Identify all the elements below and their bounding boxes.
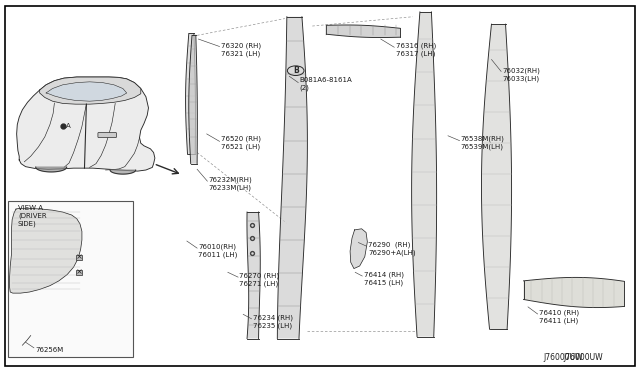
Polygon shape: [350, 229, 367, 269]
Text: 76290  (RH)
76290+A(LH): 76290 (RH) 76290+A(LH): [368, 242, 415, 256]
Bar: [76, 255, 82, 260]
Text: 76410 (RH)
76411 (LH): 76410 (RH) 76411 (LH): [539, 310, 579, 324]
Text: 76538M(RH)
76539M(LH): 76538M(RH) 76539M(LH): [461, 136, 505, 150]
Text: A: A: [66, 124, 70, 129]
Polygon shape: [46, 82, 127, 101]
Polygon shape: [326, 25, 400, 38]
Text: 76316 (RH)
76317 (LH): 76316 (RH) 76317 (LH): [396, 43, 436, 57]
Text: J76000UW: J76000UW: [563, 353, 603, 362]
Polygon shape: [524, 278, 624, 308]
Polygon shape: [40, 77, 141, 104]
Text: J76000UW: J76000UW: [543, 353, 583, 362]
Bar: [76, 270, 82, 275]
Text: 76234 (RH)
76235 (LH): 76234 (RH) 76235 (LH): [253, 315, 293, 329]
Polygon shape: [10, 208, 82, 293]
Text: 76010(RH)
76011 (LH): 76010(RH) 76011 (LH): [198, 244, 238, 258]
FancyBboxPatch shape: [98, 132, 116, 138]
Polygon shape: [110, 170, 136, 174]
Text: 76414 (RH)
76415 (LH): 76414 (RH) 76415 (LH): [364, 272, 404, 286]
Text: VIEW A
(DRIVER
SIDE): VIEW A (DRIVER SIDE): [18, 205, 47, 227]
Text: B081A6-8161A
(2): B081A6-8161A (2): [300, 77, 352, 91]
Polygon shape: [247, 212, 260, 339]
Polygon shape: [412, 12, 436, 337]
Text: 76256M: 76256M: [35, 347, 63, 353]
Text: 76232M(RH)
76233M(LH): 76232M(RH) 76233M(LH): [209, 177, 252, 191]
Text: B: B: [293, 66, 298, 75]
Text: 76320 (RH)
76321 (LH): 76320 (RH) 76321 (LH): [221, 43, 261, 57]
Polygon shape: [36, 167, 67, 172]
Polygon shape: [186, 33, 195, 154]
Polygon shape: [481, 24, 511, 329]
Polygon shape: [189, 35, 197, 164]
Bar: [8, 201, 133, 357]
Polygon shape: [277, 17, 307, 339]
Text: 76520 (RH)
76521 (LH): 76520 (RH) 76521 (LH): [221, 136, 261, 150]
Text: 76270 (RH)
76271 (LH): 76270 (RH) 76271 (LH): [239, 273, 280, 287]
Text: 76032(RH)
76033(LH): 76032(RH) 76033(LH): [502, 67, 540, 81]
Polygon shape: [17, 77, 155, 171]
